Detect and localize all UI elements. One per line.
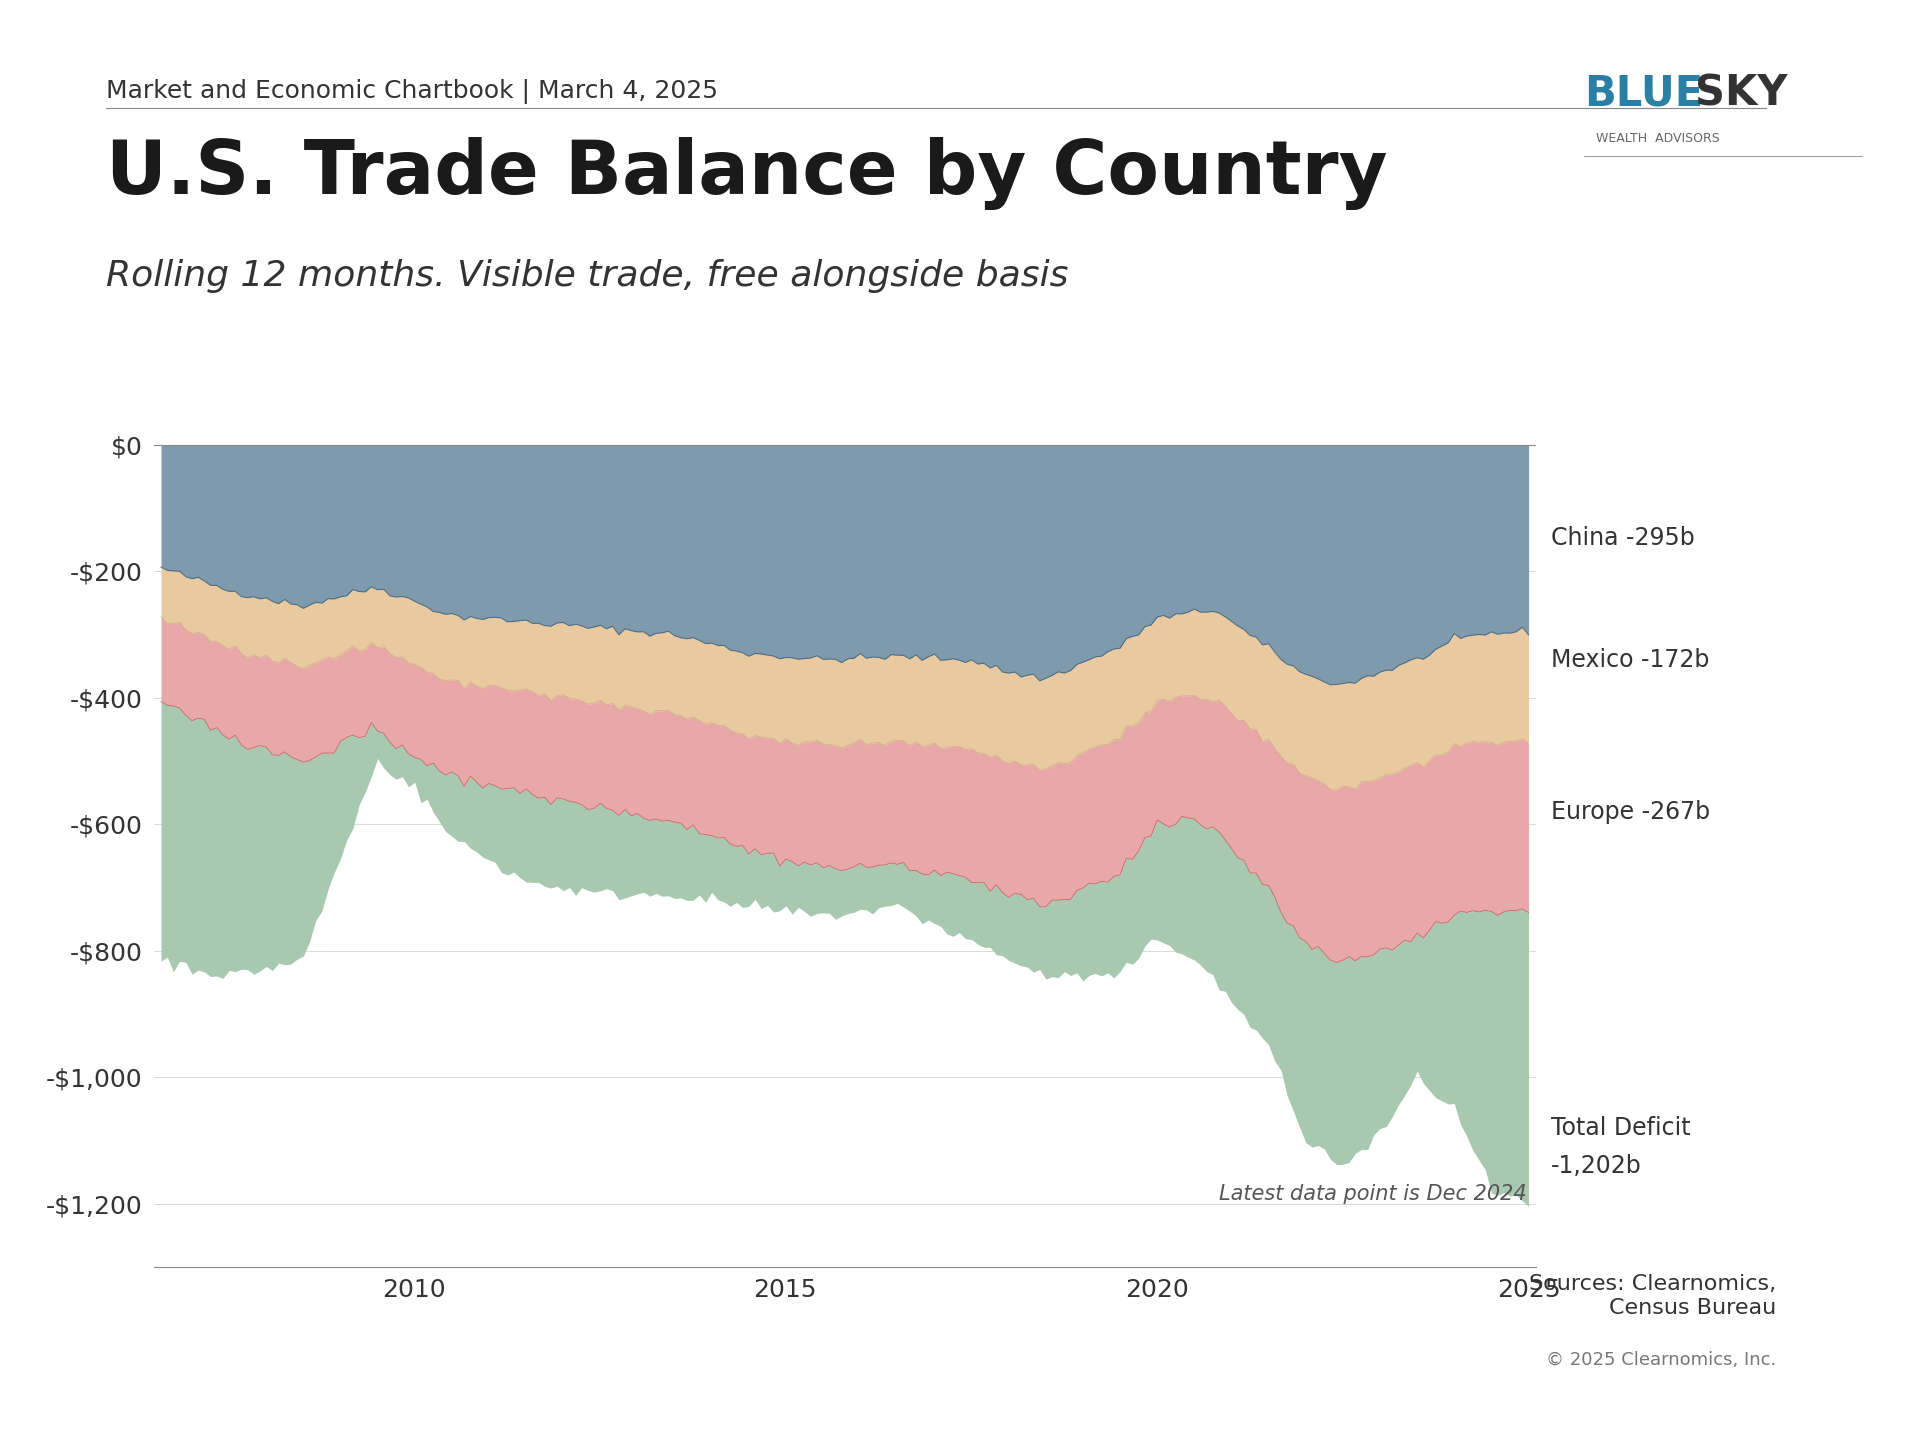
- Text: U.S. Trade Balance by Country: U.S. Trade Balance by Country: [106, 137, 1386, 210]
- Text: © 2025 Clearnomics, Inc.: © 2025 Clearnomics, Inc.: [1546, 1351, 1776, 1368]
- Text: China -295b: China -295b: [1551, 526, 1695, 550]
- Text: -1,202b: -1,202b: [1551, 1153, 1642, 1178]
- Text: Mexico -172b: Mexico -172b: [1551, 648, 1709, 672]
- Text: WEALTH  ADVISORS: WEALTH ADVISORS: [1596, 132, 1718, 145]
- Text: Total Deficit: Total Deficit: [1551, 1116, 1690, 1140]
- Text: Rolling 12 months. Visible trade, free alongside basis: Rolling 12 months. Visible trade, free a…: [106, 259, 1068, 294]
- Text: Sources: Clearnomics,
Census Bureau: Sources: Clearnomics, Census Bureau: [1528, 1274, 1776, 1318]
- Text: SKY: SKY: [1695, 72, 1788, 114]
- Text: BLUE: BLUE: [1584, 72, 1703, 114]
- Text: Market and Economic Chartbook | March 4, 2025: Market and Economic Chartbook | March 4,…: [106, 79, 718, 104]
- Text: Latest data point is Dec 2024: Latest data point is Dec 2024: [1219, 1184, 1526, 1204]
- Text: Europe -267b: Europe -267b: [1551, 799, 1711, 824]
